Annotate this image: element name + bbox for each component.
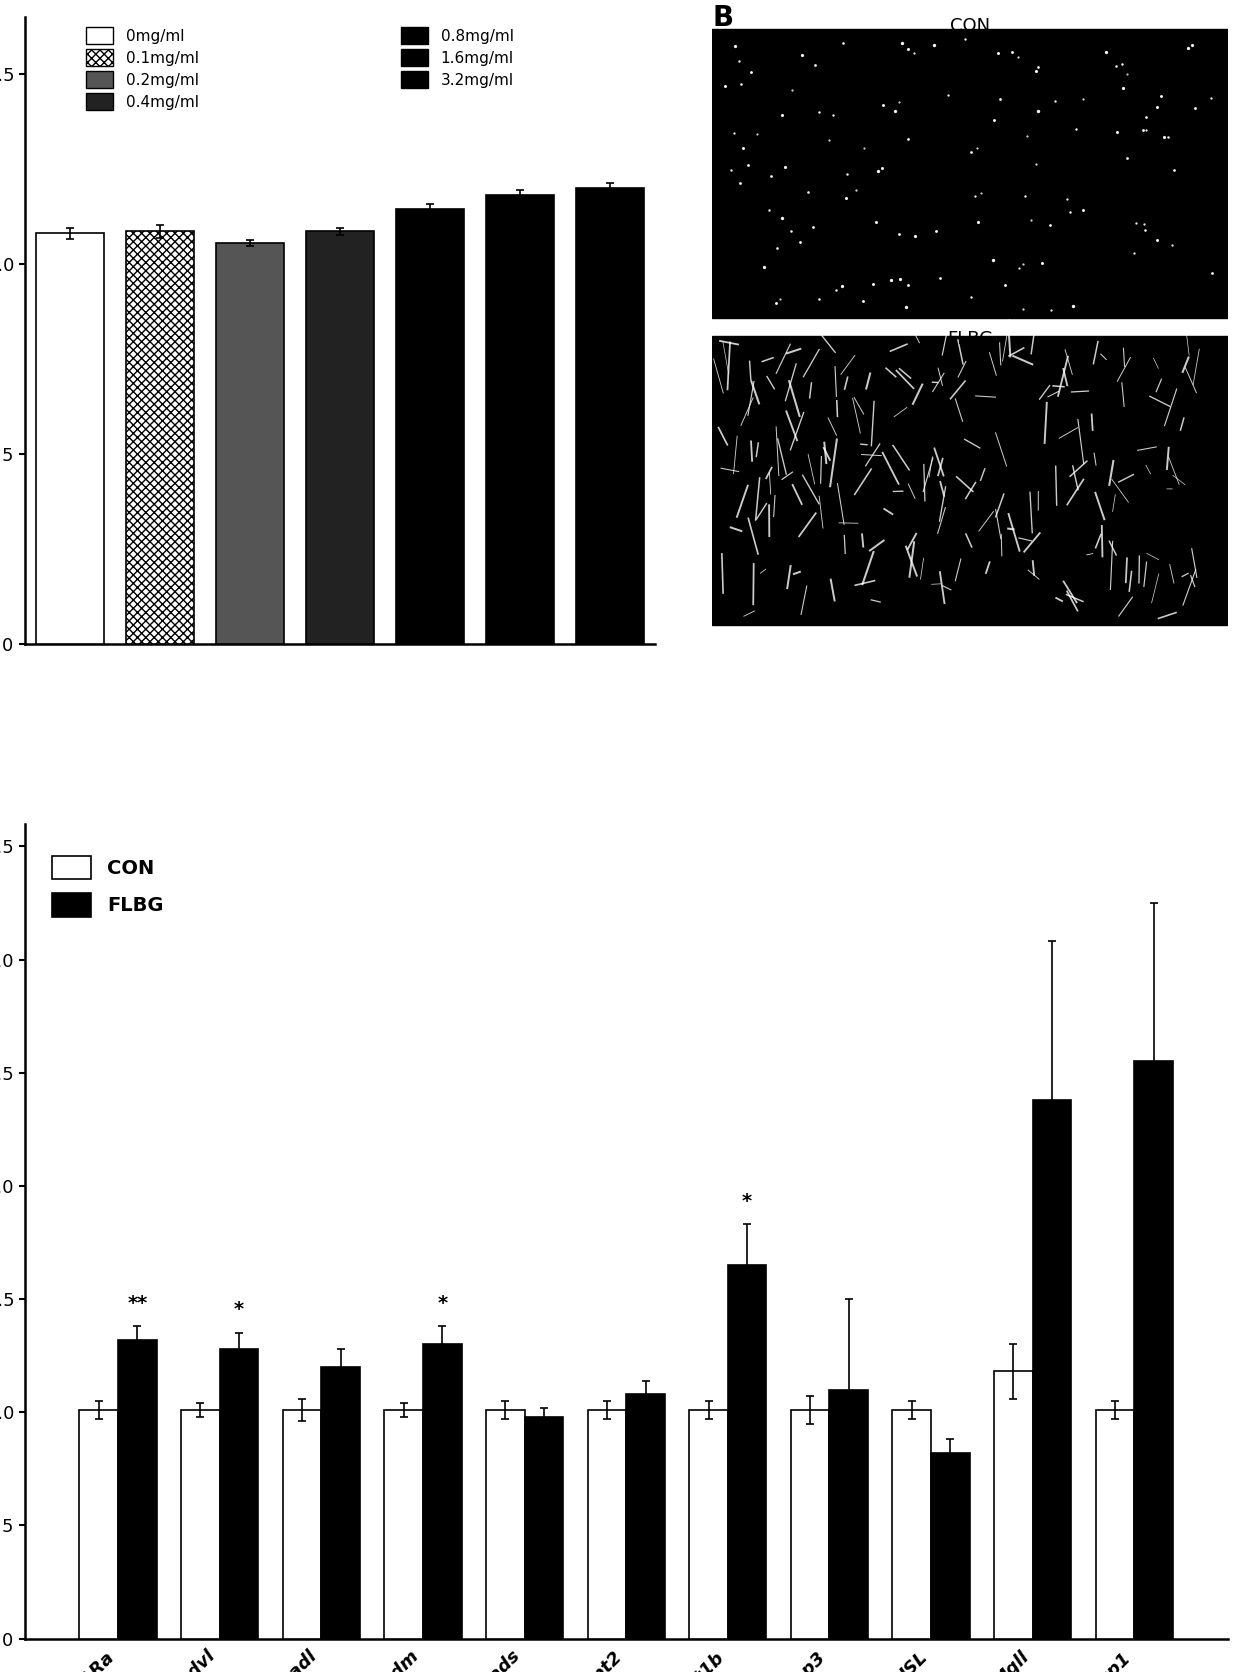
Bar	[893, 1409, 931, 1639]
Bar	[712, 28, 1228, 318]
Bar	[931, 1453, 970, 1639]
Bar	[728, 1266, 766, 1639]
Legend: 0.8mg/ml, 1.6mg/ml, 3.2mg/ml: 0.8mg/ml, 1.6mg/ml, 3.2mg/ml	[398, 25, 517, 90]
Bar	[626, 1394, 665, 1639]
Text: *: *	[438, 1294, 448, 1313]
Text: *: *	[742, 1192, 753, 1211]
Text: CON: CON	[950, 17, 990, 35]
Bar	[486, 1409, 525, 1639]
Bar	[283, 1409, 321, 1639]
Bar	[36, 234, 104, 644]
Text: **: **	[128, 1294, 148, 1313]
Legend: CON, FLBG: CON, FLBG	[47, 849, 169, 923]
Bar	[525, 1416, 563, 1639]
Text: FLBG: FLBG	[947, 329, 993, 348]
Bar	[994, 1371, 1033, 1639]
Bar	[588, 1409, 626, 1639]
Bar	[1135, 1062, 1173, 1639]
Bar	[1033, 1100, 1071, 1639]
Bar	[321, 1368, 360, 1639]
Bar	[306, 231, 373, 644]
Bar	[486, 196, 553, 644]
Text: *: *	[234, 1301, 244, 1319]
Bar	[830, 1389, 868, 1639]
Bar	[118, 1339, 156, 1639]
Text: B: B	[712, 5, 733, 32]
Bar	[712, 336, 1228, 625]
Bar	[791, 1409, 830, 1639]
Bar	[219, 1349, 258, 1639]
Bar	[216, 242, 284, 644]
Bar	[577, 187, 644, 644]
Bar	[181, 1409, 219, 1639]
Bar	[126, 231, 193, 644]
Bar	[79, 1409, 118, 1639]
Bar	[1096, 1409, 1135, 1639]
Bar	[423, 1344, 461, 1639]
Bar	[689, 1409, 728, 1639]
Bar	[396, 209, 464, 644]
Bar	[384, 1409, 423, 1639]
